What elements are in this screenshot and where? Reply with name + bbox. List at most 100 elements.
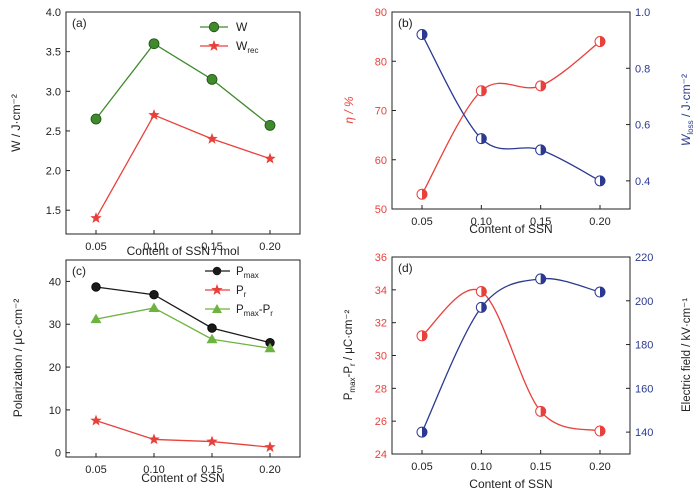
left-y-tick-label: 36: [375, 252, 387, 264]
data-point: [149, 289, 159, 300]
data-point: [416, 188, 428, 200]
data-point: [206, 333, 218, 344]
legend-marker-pdiff: [212, 304, 222, 313]
legend: Pmax Pr Pmax-Pr: [205, 266, 273, 318]
legend-label-wrec-main: W: [236, 39, 248, 53]
x-axis-label: Content of SSN: [141, 471, 224, 485]
left-y-label-main: P: [343, 392, 355, 400]
legend-label-pmax: Pmax: [236, 266, 259, 280]
data-point: [148, 109, 160, 120]
panel-label: (d): [398, 261, 413, 275]
right-y-axis-label: Electric field / kV·cm⁻¹: [681, 298, 693, 412]
x-tick-label: 0.15: [201, 464, 222, 476]
series-layer: [90, 38, 276, 223]
x-tick-label: 0.20: [259, 464, 280, 476]
left-y-tick-label: 3.5: [46, 47, 61, 59]
left-y-tick-label: 2.0: [46, 166, 61, 178]
plot-frame: [65, 11, 301, 235]
panel-label: (b): [398, 16, 413, 30]
series-line: [421, 288, 601, 432]
right-y-label-sub: loss: [686, 120, 695, 134]
data-point: [535, 273, 547, 285]
panel-label: (c): [72, 264, 86, 278]
data-point: [206, 73, 218, 85]
left-y-axis-label: η / %: [342, 96, 356, 124]
x-tick-label: 0.10: [143, 464, 164, 476]
right-y-tick-label: 0.8: [635, 63, 650, 75]
right-y-tick-label: 1.0: [635, 7, 650, 19]
data-point-half: [600, 175, 605, 186]
legend-label-pmax-sub: max: [244, 271, 259, 280]
x-tick-label: 0.05: [411, 216, 432, 228]
data-point: [264, 441, 276, 452]
left-y-tick-label: 0: [55, 448, 61, 460]
data-point-half: [540, 80, 546, 91]
x-ticks: 0.05 0.10 0.15 0.20: [411, 205, 611, 228]
x-tick-label: 0.10: [143, 241, 164, 253]
x-tick-label: 0.10: [471, 216, 492, 228]
data-point: [416, 29, 428, 41]
plot-frame: [65, 259, 301, 458]
left-y-tick-label: 30: [375, 351, 387, 363]
left-y-ticks: 24 26 28 30 32 34 36: [375, 252, 396, 461]
x-tick-label: 0.10: [471, 461, 492, 473]
panel-b: 0.05 0.10 0.15 0.20 50 60 70 80 90 0.4 0.6 0.8 1.0…: [342, 7, 695, 236]
left-y-tick-label: 60: [375, 155, 387, 167]
right-y-tick-label: 160: [635, 383, 653, 395]
x-tick-label: 0.15: [201, 241, 222, 253]
x-axis-label: Content of SSN: [469, 477, 552, 491]
series-line: [421, 277, 601, 433]
data-point: [416, 426, 428, 438]
data-point: [535, 144, 547, 156]
left-y-tick-label: 1.5: [46, 205, 61, 217]
left-y-tick-label: 20: [49, 362, 61, 374]
right-y-tick-label: 200: [635, 296, 653, 308]
series-line: [95, 42, 271, 126]
y-axis-label: Polarization / μC·cm⁻²: [11, 299, 25, 418]
series-layer: [90, 282, 276, 452]
left-y-tick-label: 80: [375, 56, 387, 68]
left-y-label-rest: / μC·cm⁻²: [343, 310, 355, 364]
series-line: [95, 307, 271, 349]
data-point: [475, 133, 487, 145]
data-point: [264, 342, 276, 353]
data-point-half: [540, 273, 546, 284]
x-ticks: 0.05 0.10 0.15 0.20: [85, 453, 281, 476]
x-tick-label: 0.05: [411, 461, 432, 473]
series-line: [421, 41, 601, 195]
legend-label-pdiff: Pmax-Pr: [236, 304, 273, 318]
legend-marker-w: [208, 21, 220, 33]
data-point-half: [422, 189, 427, 200]
y-axis-label: W / J·cm⁻²: [9, 94, 23, 152]
legend-label-wrec-sub: rec: [247, 46, 258, 55]
data-point: [594, 175, 606, 187]
data-point-half: [600, 36, 605, 47]
panel-d: 0.05 0.10 0.15 0.20 24 26 28 30 32 34 36 140 160 18…: [343, 252, 693, 491]
x-ticks: 0.05 0.10 0.15 0.20: [411, 450, 611, 473]
data-point: [264, 119, 276, 131]
data-point-half: [600, 426, 605, 437]
data-point: [90, 113, 102, 125]
y-ticks: 1.5 2.0 2.5 3.0 3.5 4.0: [46, 7, 70, 217]
legend-marker-wrec: [208, 40, 220, 51]
data-point: [91, 282, 101, 292]
left-y-tick-label: 28: [375, 383, 387, 395]
data-point-half: [422, 427, 427, 438]
data-point-half: [481, 302, 487, 313]
data-point: [475, 285, 487, 297]
data-point: [148, 38, 160, 50]
x-tick-label: 0.15: [530, 216, 551, 228]
left-y-tick-label: 4.0: [46, 7, 61, 19]
legend-label-pdiff-sub2: r: [270, 309, 273, 318]
legend-label-pr: Pr: [236, 285, 247, 299]
y-ticks: 0 10 20 30 40: [49, 276, 70, 460]
series-layer: [416, 273, 606, 438]
data-point: [206, 132, 218, 144]
data-point-half: [422, 29, 427, 40]
right-y-axis-label: Wloss / J·cm⁻²: [679, 74, 695, 146]
x-tick-label: 0.05: [85, 241, 106, 253]
legend-label-pr-main: P: [236, 285, 244, 297]
data-point-half: [481, 286, 487, 297]
right-y-label-main: W: [679, 133, 693, 146]
